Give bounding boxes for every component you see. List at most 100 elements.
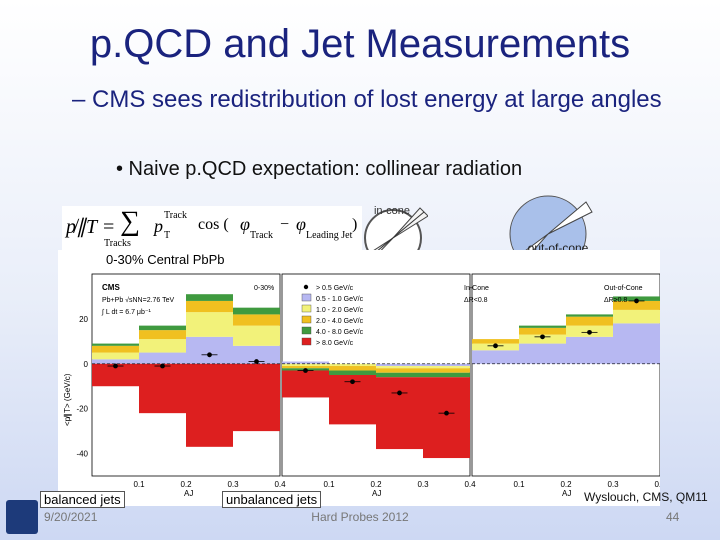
x-tick-label: 0.1 [513, 480, 525, 489]
x-tick-label: 0.2 [370, 480, 382, 489]
legend-label: 2.0 - 4.0 GeV/c [316, 318, 364, 325]
bullet-cms-energy: – CMS sees redistribution of lost energy… [72, 86, 662, 113]
y-tick-label: -20 [76, 405, 88, 414]
x-tick-label: 0.3 [227, 480, 239, 489]
formula-phi1-sub: Track [250, 230, 273, 241]
formula-term: p [154, 216, 163, 236]
formula-minus: − [280, 216, 290, 233]
bar-segment [186, 294, 233, 301]
formula-term-sup: Track [164, 210, 187, 221]
bar-segment [139, 363, 186, 414]
panel-incone-cut: ΔR<0.8 [464, 297, 488, 304]
bar-segment [566, 336, 613, 364]
x-axis-label-3: AJ [562, 489, 571, 498]
balanced-jets-tag: balanced jets [40, 491, 125, 508]
total-point [350, 379, 355, 385]
bar-segment [376, 363, 423, 367]
legend-label: 0.5 - 1.0 GeV/c [316, 296, 364, 303]
footer-date: 9/20/2021 [44, 510, 98, 524]
legend-swatch [301, 304, 312, 313]
cms-label: CMS [102, 283, 120, 292]
panel-incone-label: In-Cone [464, 285, 489, 292]
cut2-label: pT,2 > 50GeV/c [102, 429, 151, 436]
total-point [254, 359, 259, 364]
bar-segment [186, 312, 233, 337]
bar-segment [186, 336, 233, 364]
x-tick-label: 0.2 [180, 480, 192, 489]
legend-label: 1.0 - 2.0 GeV/c [316, 307, 364, 314]
bar-segment [376, 366, 423, 369]
in-cone-label: in-cone [374, 205, 410, 217]
bar-segment [282, 370, 329, 398]
legend-marker [303, 284, 309, 290]
formula-cos: cos ( [198, 216, 229, 233]
x-tick-label: 0.2 [560, 480, 572, 489]
unbalanced-jets-tag: unbalanced jets [222, 491, 322, 508]
footer-page-number: 44 [666, 510, 680, 524]
formula-sum: ∑ [120, 206, 140, 237]
formula-term-sub: T [164, 230, 171, 241]
bar-segment [423, 363, 470, 367]
bar-segment [92, 359, 139, 364]
bar-segment [472, 339, 519, 344]
stacked-bar-chart: 0-30% Central PbPb 0.1 0.2 0.3 0.4 0.1 0.2 0.3… [63, 252, 666, 498]
total-point [160, 363, 165, 369]
bar-segment [376, 377, 423, 450]
bar-segment [139, 330, 186, 340]
panel-left-label: 0-30% [254, 285, 274, 292]
bar-segment [423, 368, 470, 373]
bar-segment [92, 343, 139, 346]
bar-segment [186, 300, 233, 313]
bullet-naive-pqcd: • Naive p.QCD expectation: collinear rad… [116, 158, 523, 180]
legend-label: 4.0 - 8.0 GeV/c [316, 329, 364, 336]
bar-segment [233, 307, 280, 315]
bar-segment [92, 363, 139, 387]
bar-segment [566, 314, 613, 317]
bar-segment [92, 352, 139, 360]
bar-segment [566, 316, 613, 326]
total-point [444, 410, 449, 416]
bar-segment [329, 366, 376, 371]
formula-lhs: p̸∥T = [66, 216, 116, 238]
formula-phi1: φ [240, 214, 250, 234]
y-tick-label: 20 [79, 315, 88, 324]
bar-segment [282, 366, 329, 369]
credit-text: Wyslouch, CMS, QM11 [584, 490, 708, 504]
footer-center: Hard Probes 2012 [311, 510, 409, 524]
cut3-label: Δφ1,2 > 2π/3 [102, 441, 144, 448]
bar-segment [282, 363, 329, 367]
total-point [303, 368, 308, 373]
bar-segment [423, 366, 470, 369]
legend-label: > 8.0 GeV/c [316, 340, 354, 347]
bar-segment [139, 352, 186, 364]
legend-swatch [301, 315, 312, 324]
total-point [540, 334, 545, 340]
out-cone-cone [547, 201, 593, 235]
bar-segment [423, 372, 470, 378]
y-axis-label: <p̸∥T> (GeV/c) [63, 373, 72, 426]
x-tick-label: 0.3 [417, 480, 429, 489]
formula-phi2-sub: Leading Jet [306, 230, 353, 241]
bar-segment [92, 345, 139, 353]
legend-swatch [301, 326, 312, 335]
bar-segment [376, 372, 423, 378]
plot-header: 0-30% Central PbPb [106, 252, 225, 267]
panel-outcone-cut: ΔR≥0.8 [604, 297, 627, 304]
bar-segment [233, 345, 280, 364]
x-tick-label: 0.4 [654, 480, 660, 489]
bar-segment [613, 323, 660, 364]
bar-segment [139, 339, 186, 353]
plot-area: 0-30% Central PbPb 0.1 0.2 0.3 0.4 0.1 0.2 0.3… [58, 250, 666, 506]
slide-title: p.QCD and Jet Measurements [89, 22, 631, 66]
formula-sum-sub: Tracks [104, 238, 131, 249]
x-tick-label: 0.4 [464, 480, 476, 489]
legend-swatch [301, 293, 312, 302]
x-tick-label: 0.1 [133, 480, 145, 489]
legend-label: > 0.5 GeV/c [316, 285, 354, 292]
total-point [113, 363, 118, 369]
total-point [207, 352, 212, 358]
total-point [587, 329, 592, 335]
bar-segment [329, 363, 376, 367]
lumi-label: ∫ L dt = 6.7 μb⁻¹ [101, 309, 152, 316]
y-tick-label: -40 [76, 450, 88, 459]
